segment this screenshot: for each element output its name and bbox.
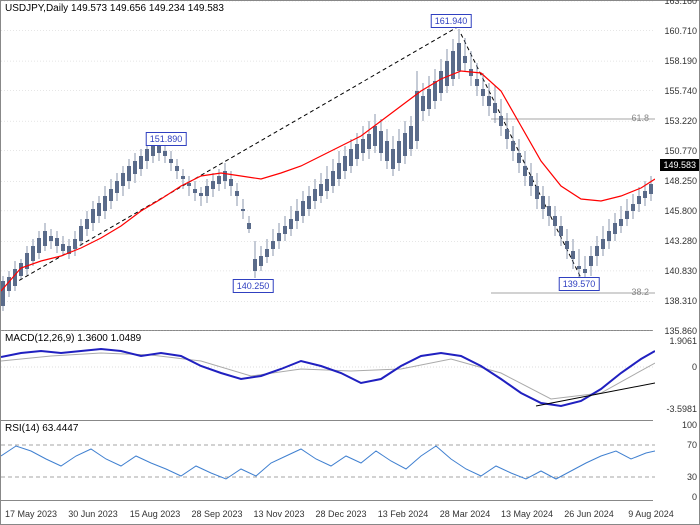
- x-axis: 17 May 202330 Jun 202315 Aug 202328 Sep …: [1, 501, 653, 523]
- current-price-tag: 149.583: [660, 159, 699, 171]
- price-panel[interactable]: USDJPY,Daily 149.573 149.656 149.234 149…: [1, 1, 653, 331]
- rsi-svg: [1, 421, 655, 501]
- rsi-y-axis: 10070300: [653, 421, 699, 501]
- macd-y-axis: 1.90610-3.5981: [653, 331, 699, 421]
- rsi-panel[interactable]: RSI(14) 63.4447: [1, 421, 653, 501]
- macd-label: MACD(12,26,9) 1.3600 1.0489: [5, 333, 141, 344]
- macd-panel[interactable]: MACD(12,26,9) 1.3600 1.0489: [1, 331, 653, 421]
- chart-container: USDJPY,Daily 149.573 149.656 149.234 149…: [0, 0, 700, 525]
- symbol-title: USDJPY,Daily 149.573 149.656 149.234 149…: [5, 3, 224, 14]
- price-chart-svg: [1, 1, 655, 331]
- macd-svg: [1, 331, 655, 421]
- rsi-label: RSI(14) 63.4447: [5, 423, 78, 434]
